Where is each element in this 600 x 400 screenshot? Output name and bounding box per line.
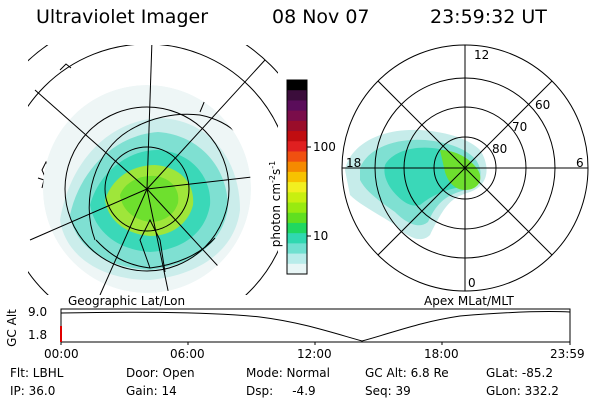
status-seq: Seq: 39 [365, 384, 411, 398]
colorbar-segment [287, 222, 307, 234]
colorbar-segment [287, 110, 307, 122]
date-label: 08 Nov 07 [272, 6, 370, 28]
colorbar-frame [286, 79, 308, 275]
colorbar-segment [287, 171, 307, 183]
colorbar-segment [287, 131, 307, 142]
timeline-x-tick-4: 23:59 [550, 347, 585, 361]
status-dsp: Dsp: -4.9 [246, 384, 316, 398]
colorbar-segment [287, 192, 307, 204]
status-glon: GLon: 332.2 [486, 384, 559, 398]
colorbar [287, 80, 307, 275]
status-ip: IP: 36.0 [10, 384, 56, 398]
colorbar-segment [287, 253, 307, 265]
colorbar-segment [287, 90, 307, 101]
apex-map [341, 44, 589, 292]
timeline-x-tick-3: 18:00 [424, 347, 459, 361]
status-gc-alt: GC Alt: 6.8 Re [365, 366, 449, 380]
colorbar-segment [287, 141, 307, 152]
lat-label-70: 70 [512, 120, 528, 134]
colorbar-segment [287, 151, 307, 163]
mlt-label-0: 0 [468, 276, 476, 290]
altitude-curve [60, 310, 571, 342]
mlt-label-12: 12 [474, 48, 490, 62]
colorbar-segment [287, 100, 307, 112]
instrument-title: Ultraviolet Imager [36, 6, 209, 28]
timeline-y-tick-top: 9.0 [28, 305, 48, 319]
colorbar-tick-label-100: 100 [313, 140, 336, 154]
mlt-label-6: 6 [576, 156, 584, 170]
timeline-x-tick-2: 12:00 [297, 347, 332, 361]
geographic-disk [43, 85, 251, 293]
colorbar-segment [287, 243, 307, 255]
colorbar-segment [287, 233, 307, 244]
colorbar-tick-label-10: 10 [313, 229, 329, 243]
timeline-plot [60, 308, 571, 345]
colorbar-segment [287, 263, 307, 275]
timeline-axis-label: GC Alt [5, 309, 19, 347]
status-glat: GLat: -85.2 [486, 366, 553, 380]
colorbar-segment [287, 212, 307, 224]
status-gain: Gain: 14 [126, 384, 177, 398]
status-mode: Mode: Normal [246, 366, 330, 380]
timeline-x-tick-0: 00:00 [44, 347, 79, 361]
right-map-label: Apex MLat/MLT [424, 294, 514, 308]
status-flt: Flt: LBHL [10, 366, 64, 380]
mlt-label-18: 18 [346, 156, 362, 170]
colorbar-unit-label: photon cm-2s-1 [268, 160, 283, 248]
timeline-x-tick-1: 06:00 [170, 347, 205, 361]
left-map-label: Geographic Lat/Lon [68, 294, 186, 308]
timeline-y-tick-bottom: 1.8 [28, 328, 48, 342]
colorbar-segment [287, 161, 307, 173]
colorbar-segment [287, 182, 307, 193]
colorbar-segment [287, 80, 307, 91]
colorbar-segment [287, 202, 307, 214]
time-label: 23:59:32 UT [430, 6, 547, 28]
status-door: Door: Open [126, 366, 195, 380]
colorbar-segment [287, 120, 307, 132]
lat-label-60: 60 [535, 98, 551, 112]
lat-label-80: 80 [492, 142, 508, 156]
